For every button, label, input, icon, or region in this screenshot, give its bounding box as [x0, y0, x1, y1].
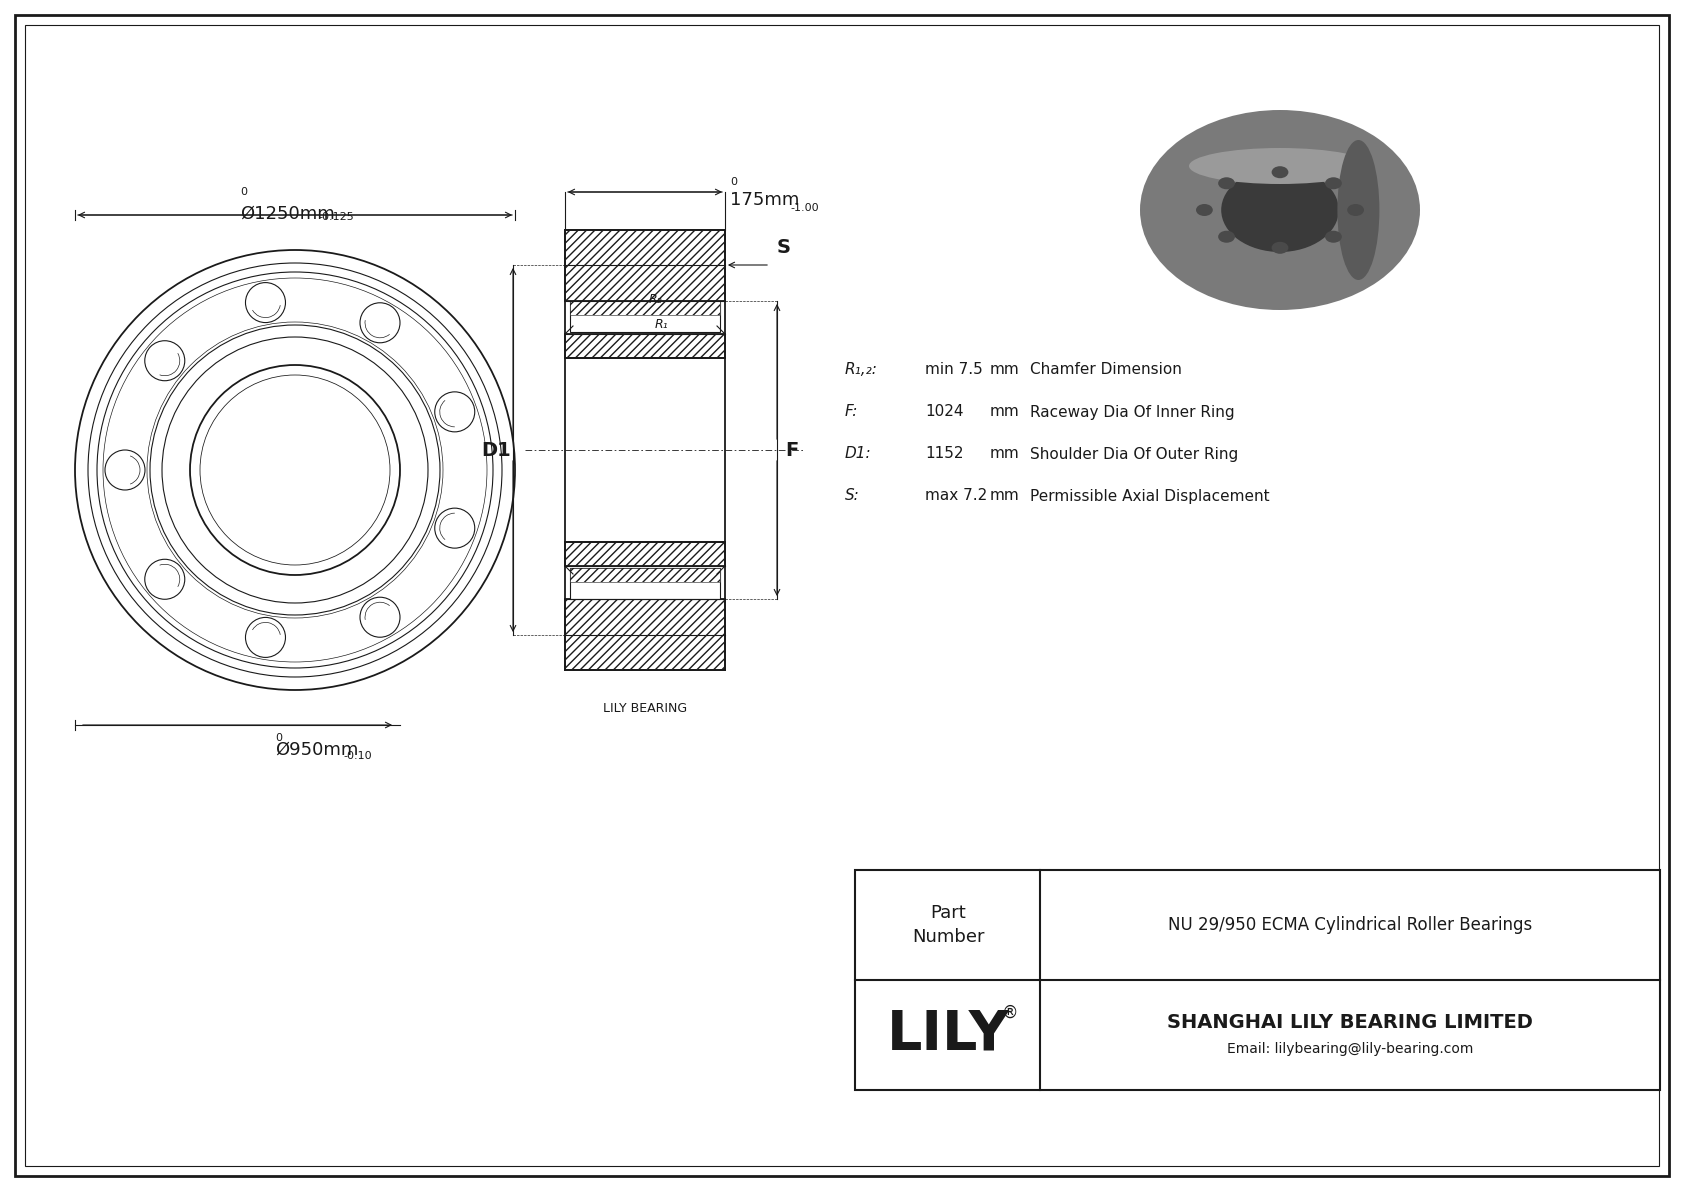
Text: NU 29/950 ECMA Cylindrical Roller Bearings: NU 29/950 ECMA Cylindrical Roller Bearin… [1169, 916, 1532, 934]
Text: Raceway Dia Of Inner Ring: Raceway Dia Of Inner Ring [1031, 405, 1234, 419]
Text: mm: mm [990, 362, 1021, 378]
Ellipse shape [1221, 168, 1339, 252]
Bar [569, 568, 721, 599]
Text: 175mm: 175mm [729, 191, 800, 208]
Text: S: S [776, 238, 791, 257]
Text: mm: mm [990, 447, 1021, 461]
Text: Email: lilybearing@lily-bearing.com: Email: lilybearing@lily-bearing.com [1228, 1042, 1474, 1056]
Text: LILY BEARING: LILY BEARING [603, 701, 687, 715]
Ellipse shape [1271, 167, 1288, 179]
Text: 0: 0 [274, 732, 281, 743]
Bar [566, 230, 726, 301]
Text: R₁: R₁ [655, 318, 669, 331]
Text: R₁,₂:: R₁,₂: [845, 362, 877, 378]
Text: 0: 0 [729, 177, 738, 187]
Text: Ø950mm: Ø950mm [274, 741, 359, 759]
Text: D1: D1 [482, 441, 510, 460]
Text: Ø1250mm: Ø1250mm [241, 205, 335, 223]
Text: 0: 0 [241, 187, 248, 197]
Text: mm: mm [990, 488, 1021, 504]
Text: Chamfer Dimension: Chamfer Dimension [1031, 362, 1182, 378]
Ellipse shape [1218, 177, 1234, 189]
Ellipse shape [1325, 177, 1342, 189]
Bar [569, 301, 721, 314]
Bar [566, 333, 726, 358]
Text: LILY: LILY [886, 1008, 1009, 1062]
Ellipse shape [1140, 110, 1420, 310]
Bar [566, 542, 726, 566]
Text: S:: S: [845, 488, 861, 504]
Bar [566, 230, 726, 301]
Text: -0.125: -0.125 [318, 212, 354, 222]
Bar [569, 568, 721, 582]
Ellipse shape [1271, 242, 1288, 254]
Ellipse shape [1347, 204, 1364, 216]
Bar [566, 599, 726, 671]
Bar [569, 568, 721, 582]
Text: D1:: D1: [845, 447, 872, 461]
Text: SHANGHAI LILY BEARING LIMITED: SHANGHAI LILY BEARING LIMITED [1167, 1014, 1532, 1033]
Text: 1024: 1024 [925, 405, 963, 419]
Ellipse shape [1189, 148, 1371, 183]
Text: R₂: R₂ [648, 293, 662, 306]
Bar [569, 301, 721, 332]
Ellipse shape [1325, 231, 1342, 243]
Text: min 7.5: min 7.5 [925, 362, 983, 378]
Text: Part
Number: Part Number [911, 904, 983, 946]
Text: -1.00: -1.00 [790, 202, 818, 213]
Text: mm: mm [990, 405, 1021, 419]
Bar [855, 869, 1660, 1090]
Text: Permissible Axial Displacement: Permissible Axial Displacement [1031, 488, 1270, 504]
Text: -0.10: -0.10 [344, 752, 372, 761]
Text: F:: F: [845, 405, 859, 419]
Text: F: F [785, 441, 798, 460]
Bar [569, 301, 721, 314]
Bar [566, 542, 726, 566]
Text: ®: ® [1002, 1004, 1019, 1022]
Bar [566, 333, 726, 358]
Text: max 7.2: max 7.2 [925, 488, 987, 504]
Text: 1152: 1152 [925, 447, 963, 461]
Text: Shoulder Dia Of Outer Ring: Shoulder Dia Of Outer Ring [1031, 447, 1238, 461]
Ellipse shape [1337, 141, 1379, 280]
Ellipse shape [1218, 231, 1234, 243]
Bar [566, 599, 726, 671]
Ellipse shape [1196, 204, 1212, 216]
